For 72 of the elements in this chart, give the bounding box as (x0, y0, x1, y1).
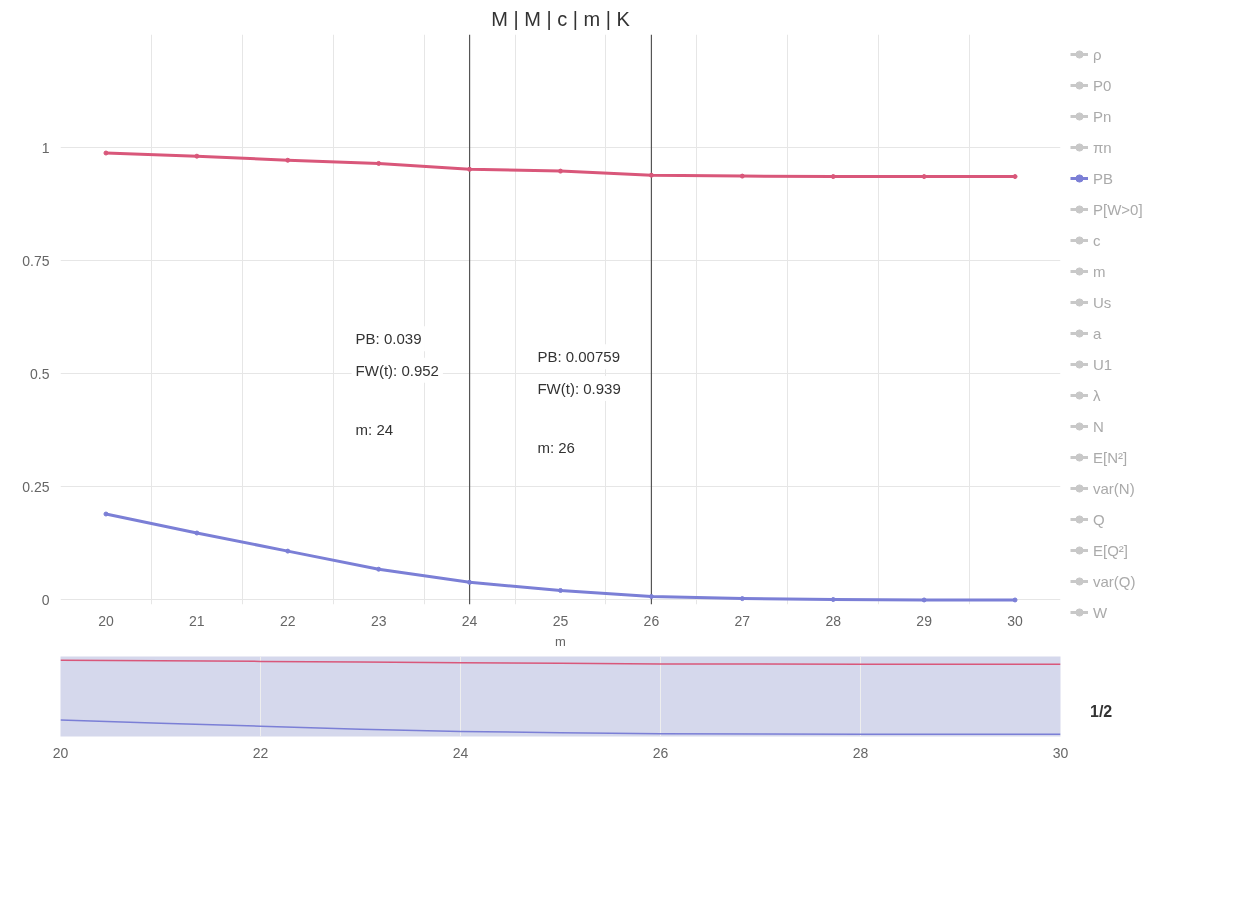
point (467, 579, 473, 585)
legend-label: ρ (1093, 45, 1103, 63)
legend-label: Us (1093, 293, 1113, 311)
x-tick-label: 24 (452, 744, 469, 761)
point (648, 594, 654, 600)
y-tick-label: 0 (41, 591, 50, 608)
point (921, 597, 927, 603)
annotation: PB: 0.00759 (537, 348, 620, 366)
point (739, 173, 745, 179)
x-tick-label: 29 (916, 612, 933, 629)
x-tick-label: 20 (98, 612, 114, 629)
legend-label: E[Q²] (1093, 541, 1129, 559)
point (558, 587, 563, 593)
point (830, 597, 836, 603)
point (1012, 597, 1018, 603)
annotation: m: 26 (537, 438, 575, 456)
legend-label: var(Q) (1093, 572, 1136, 590)
legend-label: E[N²] (1093, 448, 1128, 466)
point (194, 530, 200, 536)
x-tick-label: 27 (734, 612, 751, 629)
y-tick-label: 1 (41, 139, 50, 156)
x-tick-label: 25 (552, 612, 569, 629)
x-tick-label: 22 (252, 744, 269, 761)
point (103, 511, 109, 517)
legend-label: P0 (1093, 76, 1113, 94)
y-tick-label: 0.75 (22, 252, 50, 269)
x-axis-title: m (555, 633, 566, 649)
point (648, 172, 654, 178)
point (285, 548, 291, 554)
legend-label: PB (1093, 169, 1114, 187)
x-tick-label: 30 (1007, 612, 1024, 629)
legend-label: U1 (1093, 355, 1113, 373)
annotation: m: 24 (355, 420, 394, 438)
text: 1/2 (1090, 702, 1113, 722)
y-tick-label: 0.25 (22, 478, 50, 495)
point (739, 596, 745, 602)
x-tick-label: 28 (825, 612, 842, 629)
legend-label: var(N) (1093, 479, 1135, 497)
legend-label: P[W>0] (1093, 200, 1143, 218)
annotation: PB: 0.039 (355, 330, 422, 348)
point (376, 566, 382, 572)
legend-label: Pn (1093, 107, 1113, 125)
x-tick-label: 26 (643, 612, 660, 629)
x-tick-label: 30 (1052, 744, 1069, 761)
x-tick-label: 22 (279, 612, 296, 629)
point (103, 150, 109, 156)
point (830, 174, 836, 180)
point (376, 160, 382, 166)
x-tick-label: 21 (189, 612, 205, 629)
legend-label: Q (1093, 510, 1106, 528)
legend-label: πn (1093, 138, 1113, 156)
y-tick-label: 0.5 (30, 365, 50, 382)
point (285, 157, 291, 163)
x-tick-label: 24 (461, 612, 478, 629)
point (1012, 174, 1018, 180)
x-tick-label: 28 (852, 744, 869, 761)
chart-title: M | M | c | m | K (491, 7, 631, 30)
annotation: FW(t): 0.939 (537, 379, 621, 397)
legend-label: λ (1093, 386, 1102, 404)
legend-label: N (1093, 417, 1105, 435)
x-tick-label: 20 (52, 744, 69, 761)
legend-label: m (1093, 262, 1107, 280)
point (467, 166, 473, 172)
point (558, 168, 563, 174)
point (921, 174, 927, 180)
legend-label: a (1093, 324, 1103, 342)
x-tick-label: 23 (370, 612, 387, 629)
legend-label: W (1093, 603, 1109, 621)
annotation: FW(t): 0.952 (355, 361, 439, 379)
legend-label: c (1093, 231, 1102, 249)
point (194, 153, 200, 159)
x-tick-label: 26 (652, 744, 669, 761)
